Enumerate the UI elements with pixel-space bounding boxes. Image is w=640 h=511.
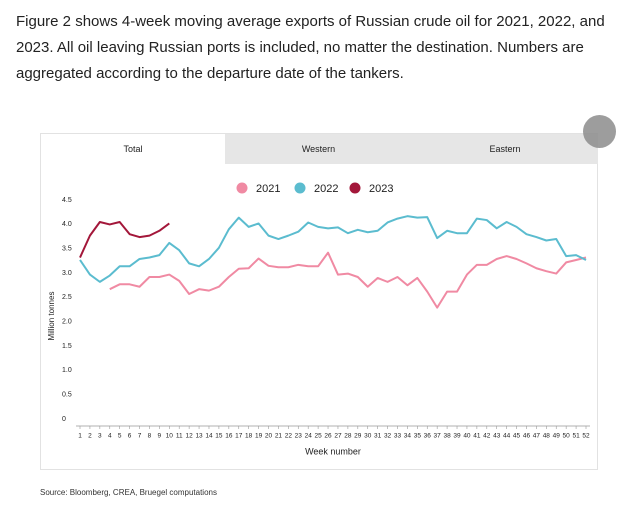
x-tick-label: 26 [324,433,332,440]
x-tick-label: 41 [473,433,481,440]
x-tick-label: 8 [148,433,152,440]
line-series [79,215,587,283]
x-tick-label: 7 [138,433,142,440]
line-series [79,221,170,258]
tab[interactable]: Western [225,134,412,164]
x-tick-label: 24 [305,433,313,440]
x-tick-label: 3 [98,433,102,440]
x-tick-label: 39 [453,433,461,440]
x-tick-label: 16 [225,433,233,440]
scroll-button[interactable] [583,115,616,148]
y-tick-label: 2.5 [62,294,72,301]
x-tick-label: 23 [295,433,303,440]
x-tick-label: 9 [158,433,162,440]
chart-widget: Total Western Eastern [40,133,598,470]
x-tick-label: 1 [78,433,82,440]
x-tick-label: 31 [374,433,382,440]
x-tick-label: 21 [275,433,283,440]
legend-swatch [349,182,361,194]
y-tick-label: 4.5 [62,197,72,204]
x-tick-label: 6 [128,433,132,440]
y-tick-label: 2.0 [62,319,72,326]
tab[interactable]: Total [41,134,225,164]
tab[interactable]: Eastern [412,134,598,164]
x-tick-label: 40 [463,433,471,440]
x-tick-label: 36 [424,433,432,440]
y-tick-label: 0.5 [62,392,72,399]
legend-swatch [294,182,306,194]
x-tick-label: 27 [334,433,342,440]
x-axis-label: Week number [305,446,361,456]
x-tick-label: 42 [483,433,491,440]
y-tick-label: 3.0 [62,270,72,277]
y-tick-label: 1.0 [62,367,72,374]
x-tick-label: 35 [414,433,422,440]
x-tick-label: 45 [513,433,521,440]
x-tick-label: 44 [503,433,511,440]
x-tick-label: 49 [553,433,561,440]
x-tick-label: 25 [315,433,323,440]
x-tick-label: 29 [354,433,362,440]
y-tick-label: 0 [62,416,66,423]
legend-swatch [236,182,248,194]
x-tick-label: 12 [186,433,194,440]
x-tick-label: 11 [176,433,183,440]
legend-label: 2023 [369,183,393,195]
line-series [109,251,587,309]
x-tick-label: 5 [118,433,122,440]
x-tick-label: 18 [245,433,253,440]
legend-label: 2021 [256,183,280,195]
legend-label: 2022 [314,183,338,195]
x-tick-label: 10 [166,433,174,440]
x-tick-label: 2 [88,433,92,440]
x-tick-label: 43 [493,433,501,440]
x-tick-label: 51 [572,433,580,440]
x-tick-label: 32 [384,433,392,440]
x-tick-label: 19 [255,433,263,440]
x-tick-label: 22 [285,433,293,440]
y-tick-label: 3.5 [62,246,72,253]
x-tick-label: 33 [394,433,402,440]
x-tick-label: 52 [582,433,590,440]
x-tick-label: 4 [108,433,112,440]
source-note: Source: Bloomberg, CREA, Bruegel computa… [40,488,217,497]
intro-text: Figure 2 shows 4-week moving average exp… [16,13,605,82]
x-tick-label: 13 [195,433,203,440]
x-tick-label: 38 [443,433,451,440]
x-tick-label: 15 [215,433,223,440]
x-tick-label: 28 [344,433,352,440]
x-tick-label: 14 [205,433,213,440]
x-tick-label: 37 [434,433,442,440]
x-tick-label: 34 [404,433,412,440]
x-tick-label: 48 [543,433,551,440]
y-tick-label: 4.0 [62,221,72,228]
y-tick-label: 1.5 [62,343,72,350]
x-tick-label: 20 [265,433,273,440]
x-tick-label: 47 [533,433,541,440]
x-tick-label: 30 [364,433,372,440]
y-axis-label: Million tonnes [47,292,56,341]
x-tick-label: 46 [523,433,531,440]
x-tick-label: 17 [235,433,243,440]
x-tick-label: 50 [563,433,571,440]
